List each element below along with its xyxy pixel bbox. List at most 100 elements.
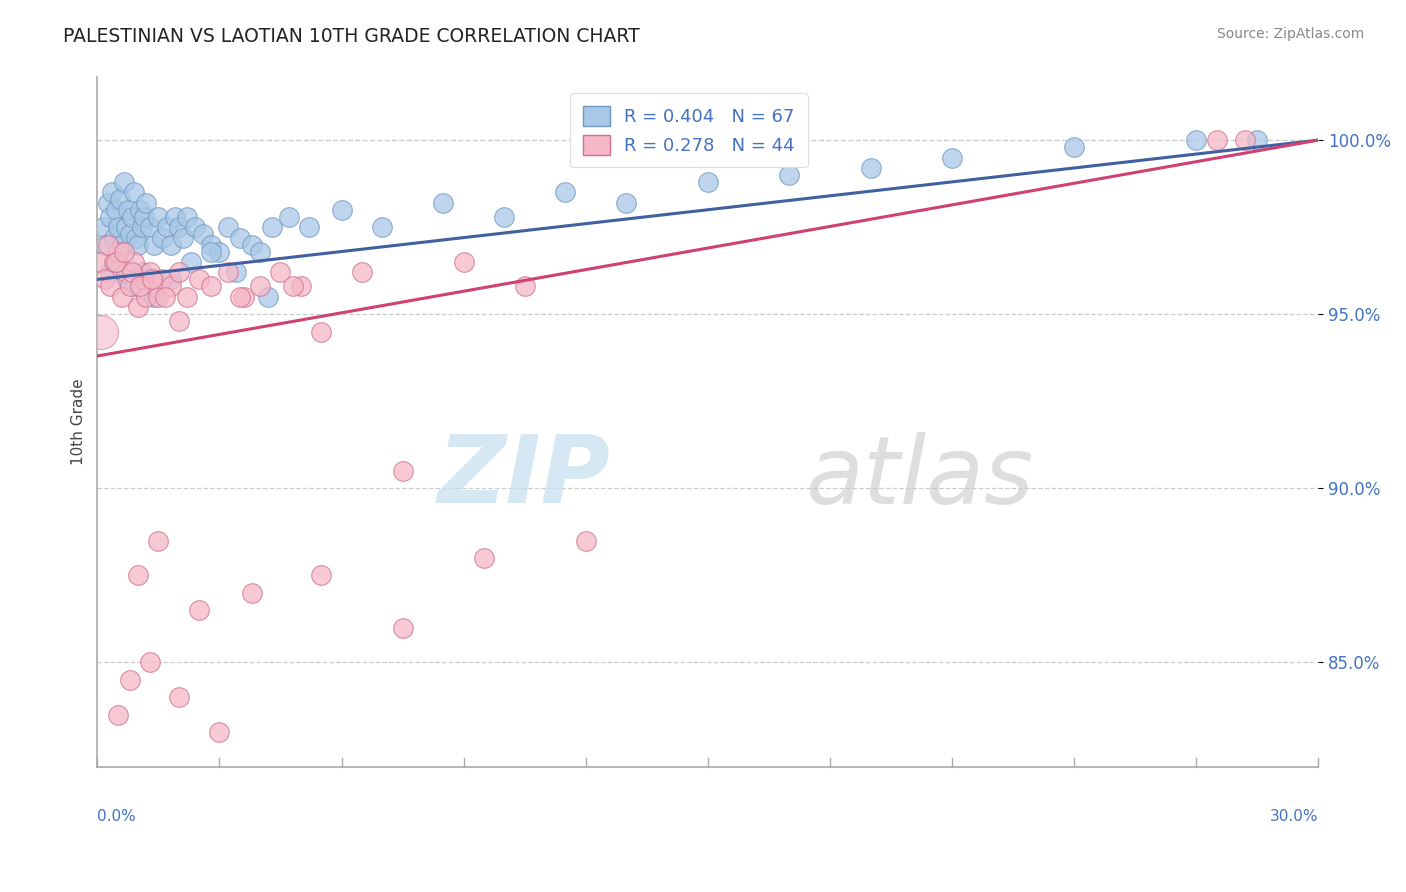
Point [131, 272, 153, 286]
Point [125, 230, 148, 244]
Point [152, 272, 174, 286]
Point [108, 192, 131, 206]
Point [859, 161, 882, 175]
Point [98, 279, 121, 293]
Text: PALESTINIAN VS LAOTIAN 10TH GRADE CORRELATION CHART: PALESTINIAN VS LAOTIAN 10TH GRADE CORREL… [63, 27, 640, 45]
Point [93, 220, 115, 235]
Point [391, 621, 413, 635]
Point [453, 255, 475, 269]
Point [121, 210, 143, 224]
Point [111, 237, 134, 252]
Point [257, 290, 280, 304]
Text: 0.0%: 0.0% [97, 809, 136, 823]
Point [103, 255, 125, 269]
Point [103, 230, 125, 244]
Point [229, 230, 252, 244]
Point [152, 230, 174, 244]
Point [269, 265, 291, 279]
Point [135, 195, 157, 210]
Point [122, 279, 145, 293]
Point [100, 186, 122, 200]
Point [1246, 133, 1268, 147]
Point [200, 279, 222, 293]
Point [200, 237, 222, 252]
Point [129, 202, 152, 217]
Point [127, 237, 149, 252]
Point [277, 210, 299, 224]
Point [107, 255, 129, 269]
Point [217, 220, 239, 235]
Point [191, 227, 214, 241]
Point [472, 550, 495, 565]
Point [513, 279, 536, 293]
Point [131, 265, 153, 279]
Point [148, 210, 170, 224]
Point [94, 272, 117, 286]
Point [94, 237, 117, 252]
Point [240, 237, 263, 252]
Point [1234, 133, 1257, 147]
Point [188, 272, 211, 286]
Point [122, 255, 145, 269]
Point [139, 656, 162, 670]
Point [111, 290, 134, 304]
Point [112, 175, 135, 189]
Point [143, 279, 166, 293]
Point [1205, 133, 1227, 147]
Point [148, 533, 170, 548]
Point [159, 237, 181, 252]
Point [1063, 140, 1085, 154]
Point [155, 220, 177, 235]
Point [554, 186, 576, 200]
Point [90, 325, 112, 339]
Point [262, 220, 284, 235]
Point [229, 290, 252, 304]
Point [148, 290, 170, 304]
Point [139, 220, 162, 235]
Point [232, 290, 254, 304]
Point [249, 279, 271, 293]
Point [127, 300, 149, 314]
Point [159, 272, 181, 286]
Legend: R = 0.404   N = 67, R = 0.278   N = 44: R = 0.404 N = 67, R = 0.278 N = 44 [571, 94, 808, 168]
Point [141, 272, 163, 286]
Point [143, 290, 166, 304]
Point [249, 244, 271, 259]
Point [115, 272, 138, 286]
Point [107, 707, 129, 722]
Point [240, 586, 263, 600]
Point [290, 279, 312, 293]
Point [134, 210, 156, 224]
Point [330, 202, 353, 217]
Point [172, 230, 194, 244]
Point [167, 220, 190, 235]
Point [432, 195, 454, 210]
Point [176, 290, 198, 304]
Point [96, 237, 118, 252]
Point [115, 265, 138, 279]
Point [184, 220, 207, 235]
Point [139, 265, 162, 279]
Text: Source: ZipAtlas.com: Source: ZipAtlas.com [1216, 27, 1364, 41]
Y-axis label: 10th Grade: 10th Grade [72, 379, 86, 466]
Point [167, 314, 190, 328]
Point [104, 255, 127, 269]
Point [117, 202, 139, 217]
Text: 30.0%: 30.0% [1270, 809, 1319, 823]
Point [350, 265, 373, 279]
Point [90, 255, 112, 269]
Point [176, 210, 198, 224]
Point [118, 279, 141, 293]
Point [112, 244, 135, 259]
Point [163, 210, 186, 224]
Point [180, 255, 202, 269]
Point [127, 568, 149, 582]
Point [96, 195, 118, 210]
Point [225, 265, 247, 279]
Point [121, 265, 143, 279]
Text: ZIP: ZIP [437, 432, 610, 524]
Point [309, 325, 332, 339]
Point [217, 265, 239, 279]
Point [696, 175, 718, 189]
Point [153, 290, 176, 304]
